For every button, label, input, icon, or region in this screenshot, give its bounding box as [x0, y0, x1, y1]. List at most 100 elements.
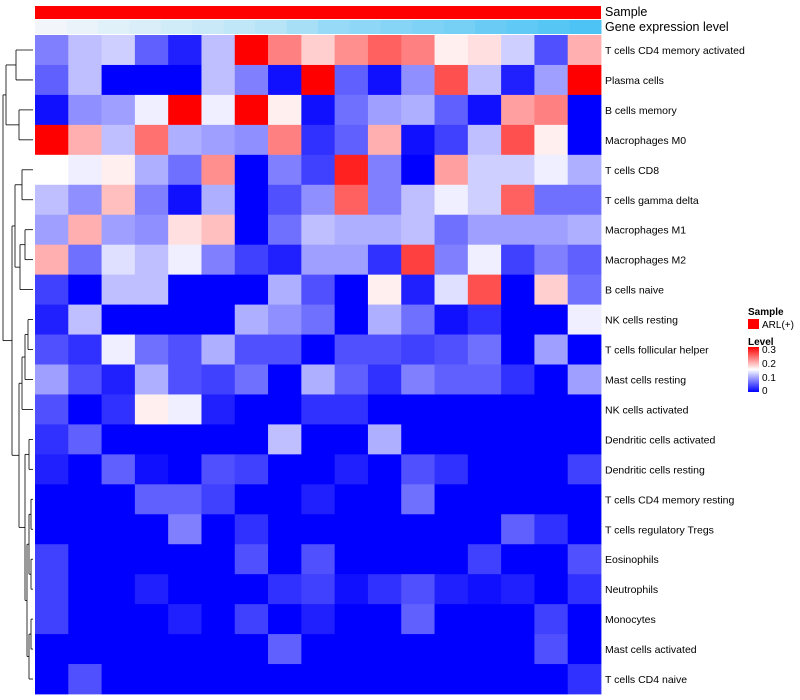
heatmap-cell [534, 514, 569, 545]
heatmap-cell [101, 154, 136, 186]
heatmap-cell [567, 544, 602, 575]
heatmap-cell [334, 304, 369, 335]
heatmap-cell [367, 184, 402, 216]
heatmap-cell [134, 154, 169, 186]
heatmap-cell [567, 274, 602, 305]
sample-annotation-track [35, 6, 601, 19]
heatmap-cell [134, 424, 169, 455]
heatmap-cell [101, 244, 136, 276]
heatmap-cell [268, 364, 302, 395]
heatmap-cell [201, 94, 236, 126]
heatmap-cell [467, 514, 502, 545]
heatmap-cell [501, 334, 535, 365]
heatmap-cell [501, 454, 535, 485]
heatmap-cell [534, 604, 569, 635]
heatmap-cell [567, 364, 602, 395]
heatmap-cell [35, 64, 69, 96]
heatmap-cell [501, 664, 535, 695]
heatmap-cell [434, 544, 469, 575]
heatmap-cell [201, 124, 236, 156]
heatmap-cell [168, 94, 202, 126]
heatmap-cell [134, 484, 169, 515]
gene-expression-annotation-track [35, 20, 602, 34]
heatmap-cell [467, 424, 502, 455]
heatmap-cell [301, 424, 336, 455]
heatmap-cell [201, 64, 236, 96]
heatmap-cell [168, 35, 202, 66]
heatmap-cell [234, 94, 269, 126]
heatmap-cell [501, 634, 535, 665]
heatmap-cell [334, 574, 369, 605]
heatmap-cell [168, 214, 202, 246]
heatmap-cell [201, 604, 236, 635]
gene-expression-cell [255, 20, 288, 34]
heatmap-cell [367, 334, 402, 365]
heatmap-cell [334, 154, 369, 186]
heatmap-cell [401, 124, 435, 156]
heatmap-cell [467, 634, 502, 665]
heatmap-cell [401, 634, 435, 665]
heatmap-cell [467, 35, 502, 66]
heatmap-cell [101, 35, 136, 66]
heatmap-cell [301, 454, 336, 485]
heatmap-cell [35, 364, 69, 395]
heatmap-cell [334, 634, 369, 665]
heatmap-cell [534, 484, 569, 515]
heatmap-cell [534, 634, 569, 665]
heatmap-cell [534, 334, 569, 365]
heatmap-cell [501, 244, 535, 276]
gene-expression-cell [443, 20, 476, 34]
heatmap-cell [434, 154, 469, 186]
legend-tick-label: 0.2 [762, 359, 776, 370]
heatmap-cell [567, 35, 602, 66]
heatmap-cell [101, 664, 136, 695]
heatmap-cell [168, 184, 202, 216]
row-label: Monocytes [605, 614, 656, 626]
heatmap-cell [401, 184, 435, 216]
heatmap-cell [35, 184, 69, 216]
heatmap-cell [434, 94, 469, 126]
heatmap-cell [467, 124, 502, 156]
row-label: Macrophages M1 [605, 225, 686, 237]
heatmap-cell [534, 364, 569, 395]
heatmap-cell [534, 124, 569, 156]
heatmap-cell [234, 35, 269, 66]
heatmap-cell [168, 544, 202, 575]
heatmap-cell [567, 394, 602, 425]
heatmap-cell [268, 184, 302, 216]
heatmap-cell [434, 124, 469, 156]
heatmap-cell [201, 634, 236, 665]
heatmap-cell [301, 94, 336, 126]
heatmap-cell [567, 664, 602, 695]
heatmap-cell [367, 664, 402, 695]
heatmap-cell [35, 124, 69, 156]
heatmap-cell [268, 664, 302, 695]
legend-sample-title: Sample [748, 307, 784, 318]
heatmap-cell [334, 35, 369, 66]
heatmap-cell [334, 484, 369, 515]
heatmap-cell [134, 514, 169, 545]
heatmap-cell [467, 364, 502, 395]
heatmap-cell [401, 304, 435, 335]
heatmap-cell [35, 604, 69, 635]
heatmap-cell [35, 634, 69, 665]
row-label: Dendritic cells activated [605, 434, 715, 446]
heatmap-cell [68, 394, 102, 425]
sample-track-label: Sample [605, 5, 647, 19]
heatmap-cell [301, 334, 336, 365]
gene-expression-cell [475, 20, 508, 34]
heatmap-cell [467, 334, 502, 365]
heatmap-cell [501, 304, 535, 335]
heatmap-cell [101, 184, 136, 216]
heatmap-cell [68, 424, 102, 455]
gene-expression-cell [35, 20, 67, 34]
gene-track-label: Gene expression level [605, 20, 729, 34]
heatmap-cell [401, 364, 435, 395]
heatmap-cell [567, 124, 602, 156]
heatmap-cell [367, 424, 402, 455]
heatmap-cell [101, 514, 136, 545]
heatmap-cell [234, 484, 269, 515]
heatmap-cell [101, 604, 136, 635]
legend-sample-swatch [748, 319, 759, 329]
heatmap-cell [301, 364, 336, 395]
